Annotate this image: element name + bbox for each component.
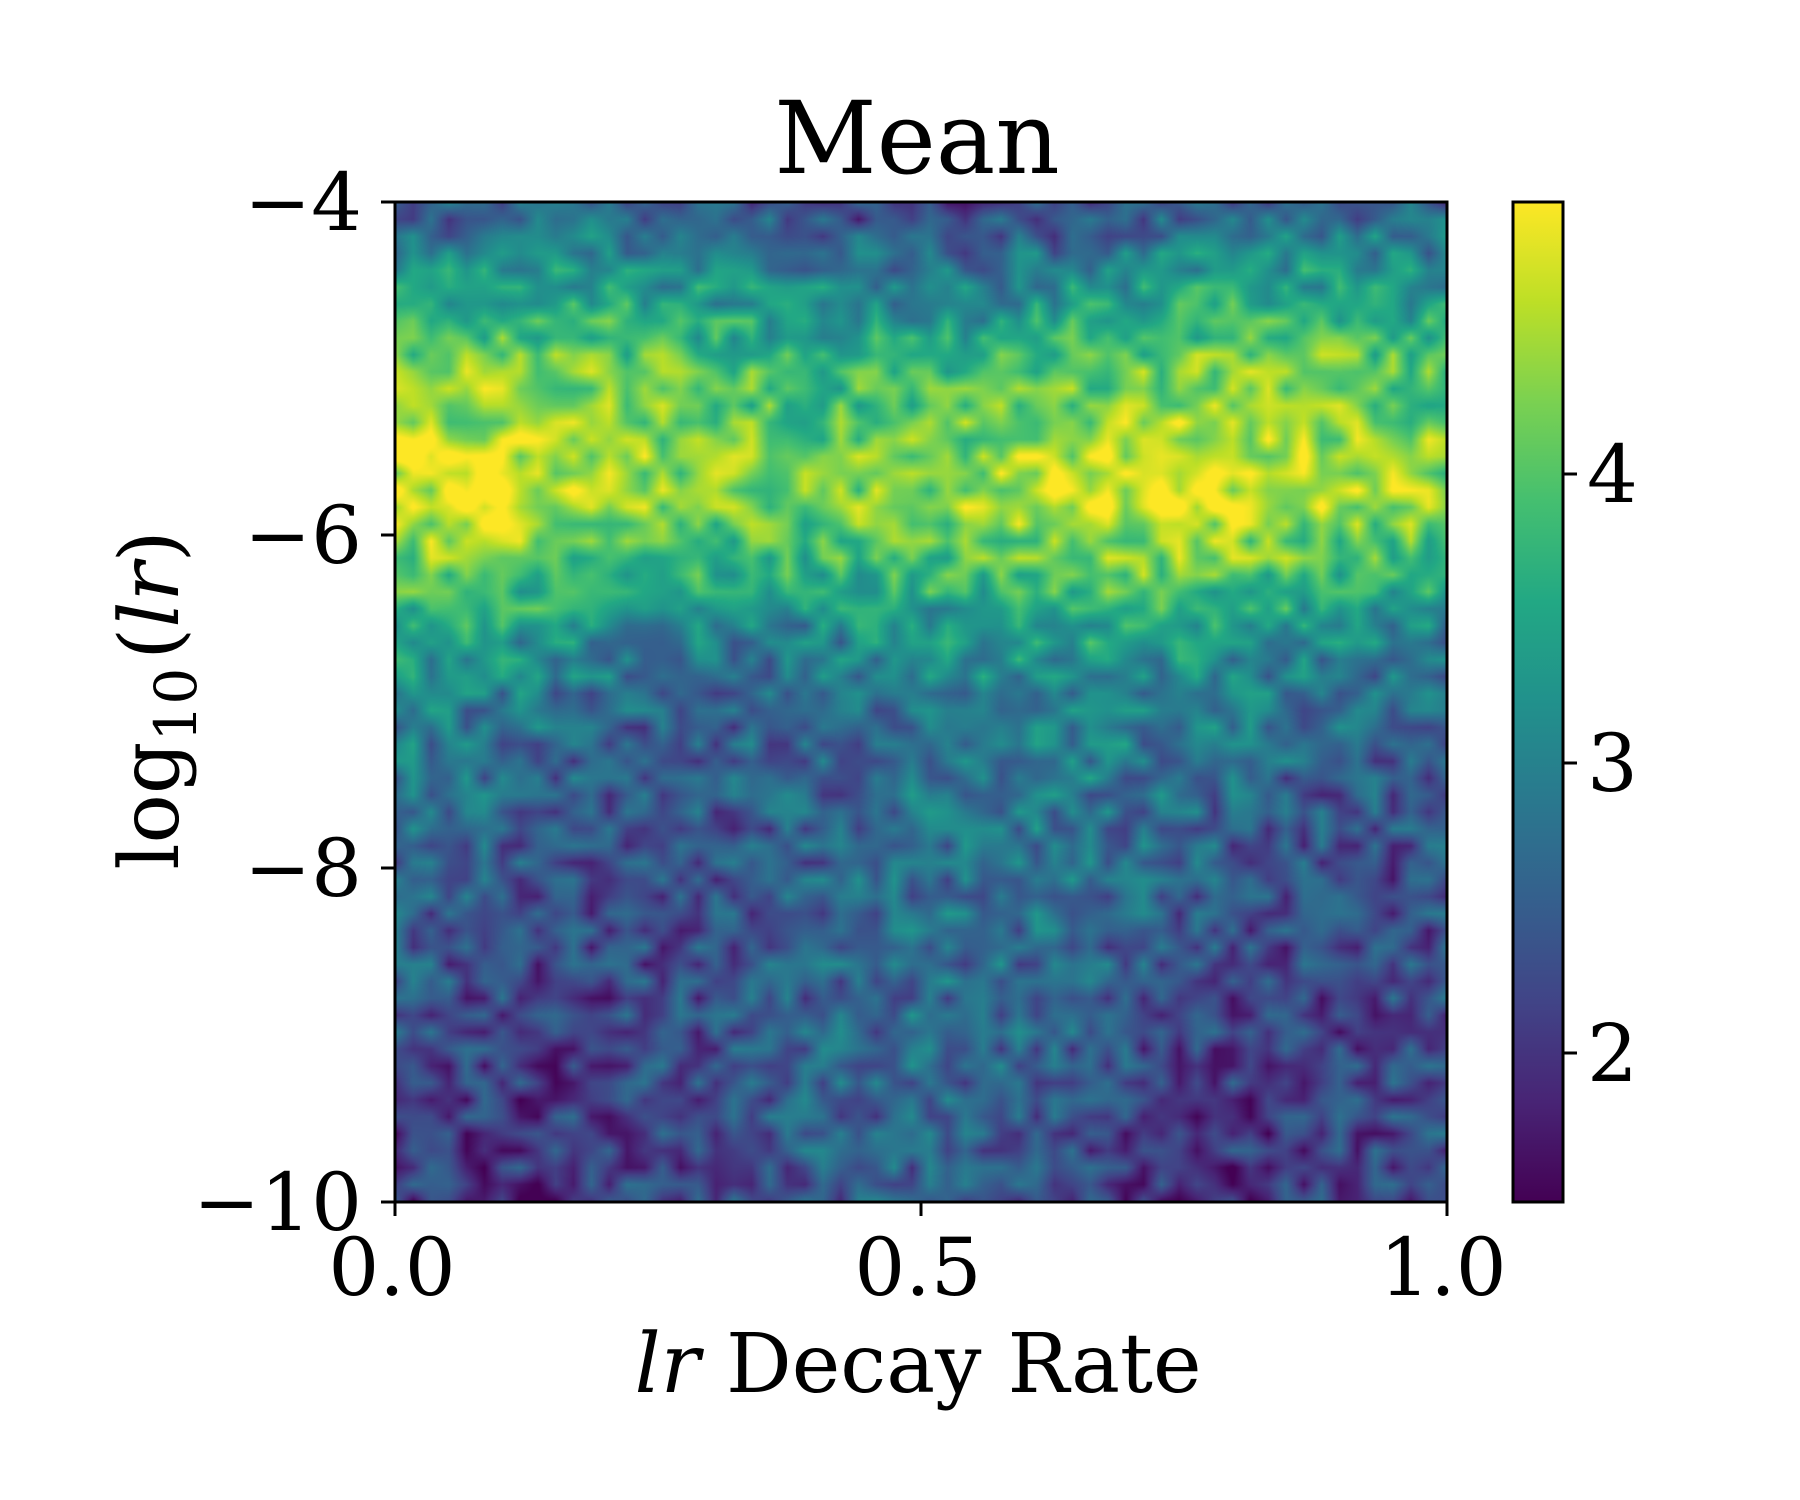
y-axis: −4 −6 −8 −10 (193, 156, 395, 1249)
y-axis-label-open: ( (103, 628, 198, 660)
colorbar: 2 3 4 (1511, 200, 1638, 1204)
y-tick-label: −10 (193, 1156, 362, 1249)
x-tick-label: 1.0 (1379, 1221, 1506, 1314)
x-axis-label: lr Decay Rate (635, 1317, 1202, 1412)
y-tick-label: −6 (244, 489, 362, 582)
x-tick-label: 0.5 (854, 1221, 981, 1314)
colorbar-tick-label: 4 (1587, 428, 1638, 521)
y-axis-label-log: log (103, 742, 198, 870)
chart-title: Mean (774, 80, 1060, 197)
x-axis-label-var: lr (635, 1317, 705, 1412)
x-axis: 0.0 0.5 1.0 (328, 1202, 1507, 1314)
colorbar-tick-label: 3 (1587, 717, 1638, 810)
y-axis-label-close: ) (103, 530, 198, 562)
colorbar-gradient (1511, 200, 1565, 1204)
x-tick-label: 0.0 (328, 1221, 455, 1314)
colorbar-tick-label: 2 (1587, 1007, 1638, 1100)
heatmap-image (395, 202, 1447, 1202)
heatmap-plot (393, 200, 1449, 1204)
y-axis-label-var: lr (103, 558, 198, 628)
x-axis-label-text: Decay Rate (700, 1317, 1202, 1412)
y-axis-label-sub: 10 (142, 668, 210, 742)
y-tick-label: −4 (244, 156, 362, 249)
y-tick-label: −8 (244, 822, 362, 915)
y-axis-label: log10 (lr) (103, 530, 210, 869)
